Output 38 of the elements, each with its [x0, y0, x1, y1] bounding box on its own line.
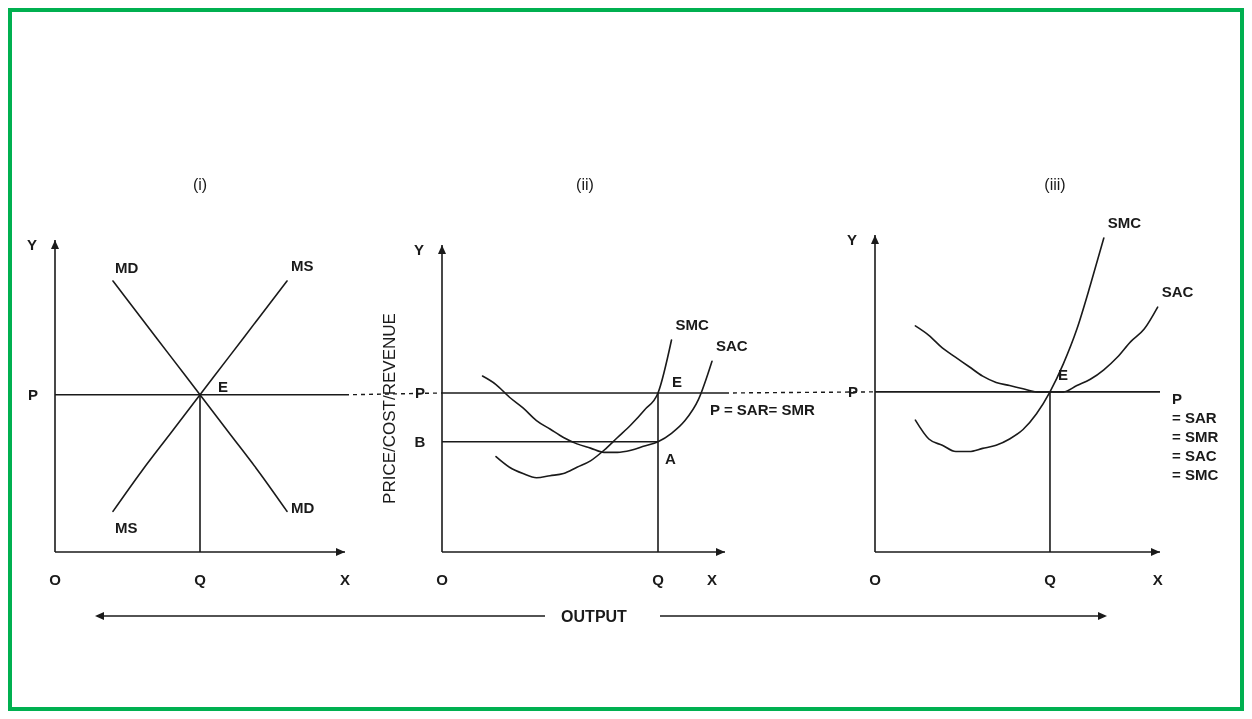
series-label: SAC	[716, 337, 748, 355]
text: MS	[115, 519, 138, 537]
series-label: MS	[291, 257, 314, 274]
x-axis-title: OUTPUT	[561, 608, 628, 625]
series-label: SAC	[1161, 283, 1194, 301]
text: = SAR	[1172, 408, 1217, 426]
text: MD	[115, 259, 139, 276]
x-tick-label: X	[339, 571, 351, 588]
ref-line-label: P	[27, 385, 39, 403]
x-tick-label: O	[869, 571, 882, 588]
series-label: SMC	[1107, 214, 1142, 231]
text: P	[1172, 389, 1183, 407]
x-tick-label: X	[1152, 571, 1163, 588]
series-label: SMC	[675, 316, 709, 333]
y-axis-title: PRICE/COST/REVENUE	[380, 313, 399, 504]
x-tick-label: O	[436, 571, 449, 588]
chart-title: (i)	[192, 176, 208, 193]
ref-line-label: P	[847, 382, 859, 400]
text: Y	[847, 231, 858, 248]
chart-title: (iii)	[1044, 176, 1066, 193]
x-tick-label: O	[49, 571, 62, 588]
x-tick-label: Q	[652, 571, 665, 588]
annotation: E	[1057, 365, 1068, 383]
annotation: E	[672, 373, 683, 390]
series-label: MD	[291, 499, 315, 517]
text: = SMC	[1172, 465, 1219, 483]
annotation: E	[218, 377, 229, 395]
text: Y	[27, 236, 38, 253]
x-tick-label: Q	[194, 571, 207, 588]
ref-line-label: B	[414, 432, 426, 450]
text: = SAC	[1172, 446, 1217, 464]
text: = SMR	[1172, 427, 1219, 445]
text: Y	[414, 241, 425, 258]
x-tick-label: Q	[1044, 571, 1057, 588]
x-tick-label: X	[706, 571, 718, 588]
chart-title: (ii)	[576, 176, 594, 193]
annotation: A	[665, 449, 676, 467]
annotation: P = SAR= SMR	[710, 401, 815, 418]
